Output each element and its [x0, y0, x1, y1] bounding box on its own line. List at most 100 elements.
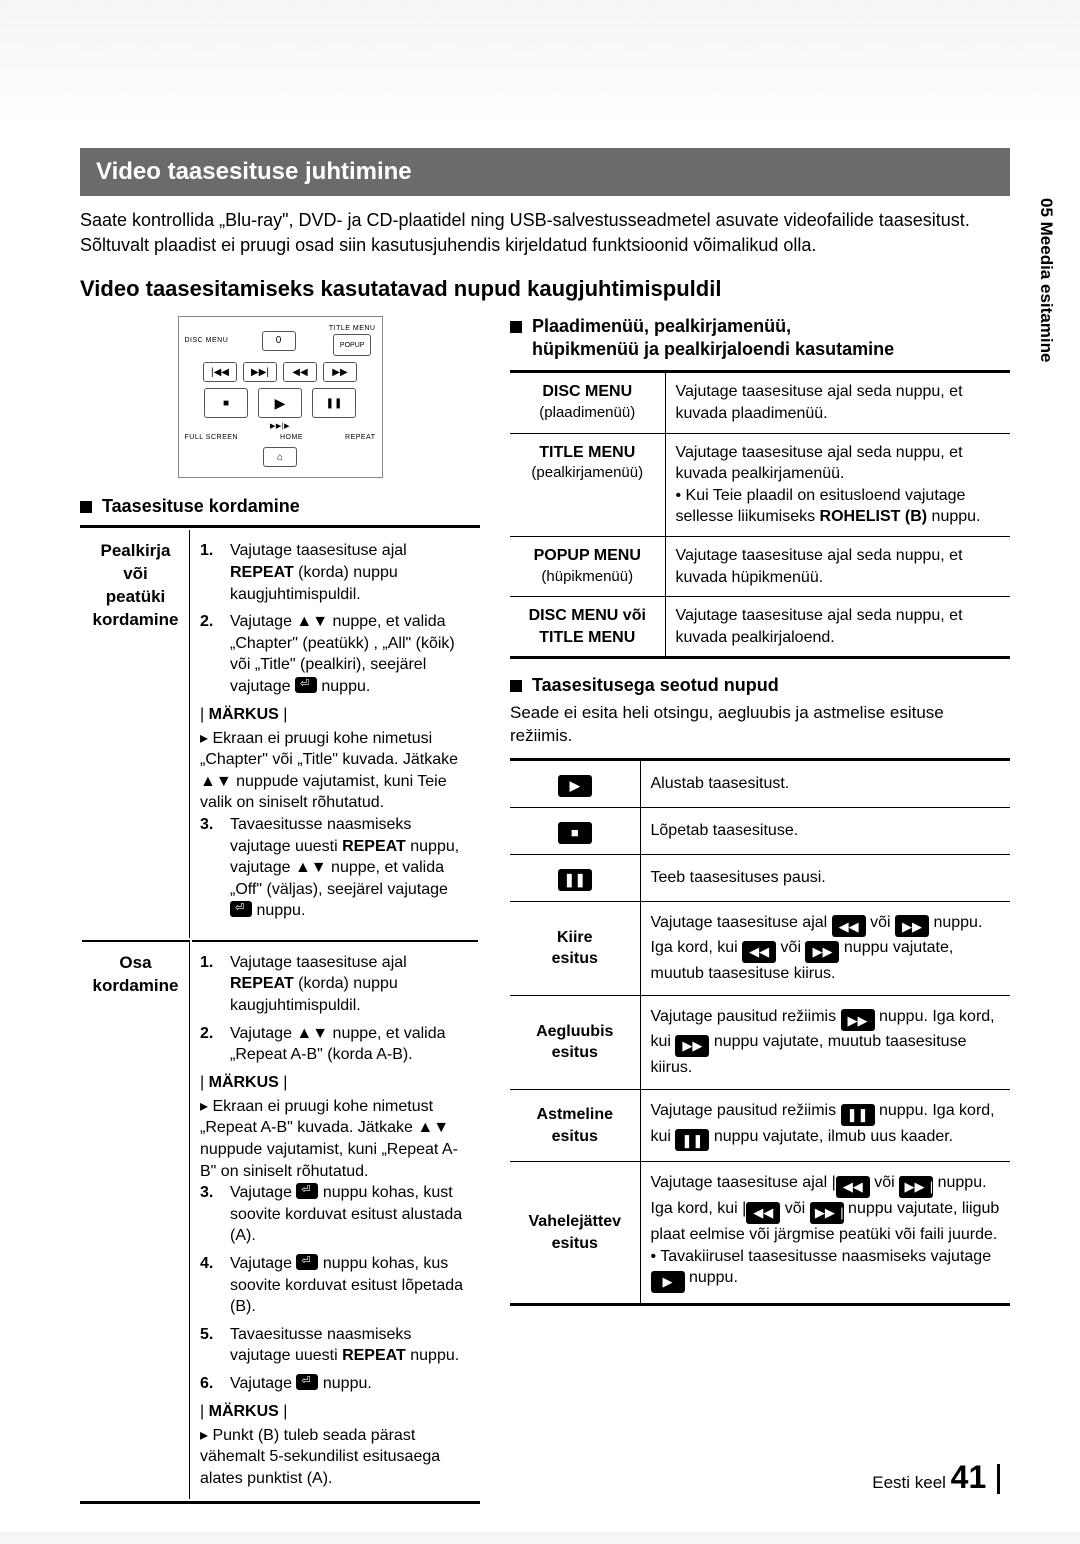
remote-label-home: HOME — [280, 434, 303, 441]
playback-icon: ▶ — [558, 775, 592, 797]
playback-description: Teeb taasesituses pausi. — [640, 854, 1010, 901]
section-title-bar: Video taasesituse juhtimine — [80, 148, 1010, 196]
rew-icon: ◀◀ — [746, 1202, 780, 1224]
menu-label: TITLE MENU(pealkirjamenüü) — [510, 433, 665, 536]
page: Video taasesituse juhtimine Saate kontro… — [0, 0, 1080, 1544]
next-icon: ▶▶| — [899, 1176, 933, 1198]
step-item: 6.Vajutage nuppu. — [200, 1373, 470, 1395]
rew-icon: ◀◀ — [283, 362, 317, 382]
ffw-icon: ▶▶ — [323, 362, 357, 382]
next-icon: ▶▶| — [810, 1202, 844, 1224]
menu-description: Vajutage taasesituse ajal seda nuppu, et… — [665, 536, 1010, 596]
step-item: 2.Vajutage ▲▼ nuppe, et valida „Chapter"… — [200, 611, 470, 697]
pause-icon: ❚❚ — [312, 388, 356, 418]
menu-table: DISC MENU(plaadimenüü)Vajutage taasesitu… — [510, 370, 1010, 659]
menu-label: DISC MENU(plaadimenüü) — [510, 372, 665, 433]
enter-icon — [230, 901, 252, 917]
playback-description: Vajutage taasesituse ajal |◀◀ või ▶▶| nu… — [640, 1162, 1010, 1305]
footer-language: Eesti keel — [872, 1473, 946, 1492]
playback-table: ▶ Alustab taasesitust. ■ Lõpetab taasesitus… — [510, 758, 1010, 1306]
rew-icon: ◀◀ — [832, 915, 866, 937]
playback-description: Vajutage pausitud režiimis ❚❚ nuppu. Iga… — [640, 1089, 1010, 1162]
playback-label: Aegluubisesitus — [510, 995, 640, 1089]
ffw-icon: ▶▶ — [810, 1202, 841, 1224]
note-heading: MÄRKUS — [200, 1403, 470, 1421]
note-item: Ekraan ei pruugi kohe nimetust „Repeat A… — [200, 1096, 470, 1182]
remote-illustration: DISC MENU 0 TITLE MENU POPUP |◀◀ ▶▶| ◀◀ … — [178, 316, 383, 478]
repeat-heading: Taasesituse kordamine — [80, 496, 480, 517]
remote-audio-label: ▶▶|▶ — [185, 422, 376, 430]
note-item: Punkt (B) tuleb seada pärast vähemalt 5-… — [200, 1425, 470, 1490]
right-column: Plaadimenüü, pealkirjamenüü, hüpikmenüü … — [510, 316, 1010, 1306]
step-item: 3.Tavaesitusse naasmiseks vajutage uuest… — [200, 814, 470, 922]
ffw-icon: ▶▶ — [895, 915, 929, 937]
menu-use-heading-1: Plaadimenüü, pealkirjamenüü, — [510, 316, 1010, 337]
menu-description: Vajutage taasesituse ajal seda nuppu, et… — [665, 597, 1010, 658]
repeat-table: Pealkirja võipeatükikordamine1.Vajutage … — [80, 525, 480, 1504]
playback-description: Lõpetab taasesituse. — [640, 807, 1010, 854]
repeat-row-label: Osakordamine — [82, 940, 190, 1499]
playback-description: Vajutage taasesituse ajal ◀◀ või ▶▶ nupp… — [640, 901, 1010, 995]
prev-icon: |◀◀ — [203, 362, 237, 382]
playback-label: Vahelejättevesitus — [510, 1162, 640, 1305]
intro-text: Saate kontrollida „Blu-ray", DVD- ja CD-… — [80, 208, 1010, 258]
menu-label: DISC MENU või TITLE MENU — [510, 597, 665, 658]
playback-label: Kiireesitus — [510, 901, 640, 995]
stop-icon: ■ — [204, 388, 248, 418]
step-item: 5.Tavaesitusse naasmiseks vajutage uuest… — [200, 1324, 470, 1367]
remote-label-repeat: REPEAT — [345, 434, 376, 441]
page-footer: Eesti keel 41 — [872, 1459, 1000, 1496]
playback-icon: ❚❚ — [558, 869, 592, 891]
ffw-icon: ▶▶ — [675, 1035, 709, 1057]
menu-use-heading-2: hüpikmenüü ja pealkirjaloendi kasutamine — [510, 339, 1010, 360]
playback-label: ▶ — [510, 760, 640, 808]
repeat-row-content: 1.Vajutage taasesituse ajal REPEAT (kord… — [192, 530, 478, 938]
footer-bar-icon — [997, 1464, 1000, 1494]
playback-icon: ■ — [558, 822, 592, 844]
note-heading: MÄRKUS — [200, 706, 470, 724]
playback-related-note: Seade ei esita heli otsingu, aegluubis j… — [510, 702, 1010, 748]
enter-icon — [296, 1374, 318, 1390]
ffw-icon: ▶▶ — [841, 1009, 875, 1031]
menu-description: Vajutage taasesituse ajal seda nuppu, et… — [665, 433, 1010, 536]
menu-description: Vajutage taasesituse ajal seda nuppu, et… — [665, 372, 1010, 433]
remote-label-title: TITLE MENU — [329, 325, 376, 332]
note-heading: MÄRKUS — [200, 1074, 470, 1092]
remote-label-disc: DISC MENU — [185, 337, 229, 344]
play-icon: ▶ — [651, 1271, 685, 1293]
step-item: 2.Vajutage ▲▼ nuppe, et valida „Repeat A… — [200, 1023, 470, 1066]
pause-icon: ❚❚ — [841, 1104, 875, 1126]
playback-description: Vajutage pausitud režiimis ▶▶ nuppu. Iga… — [640, 995, 1010, 1089]
home-icon: ⌂ — [263, 447, 297, 467]
popup-button: POPUP — [333, 334, 371, 356]
footer-page-number: 41 — [951, 1459, 987, 1495]
note-item: Ekraan ei pruugi kohe nimetusi „Chapter"… — [200, 728, 470, 814]
step-item: 1.Vajutage taasesituse ajal REPEAT (kord… — [200, 540, 470, 605]
side-tab: 05 Meedia esitamine — [1036, 198, 1056, 362]
repeat-row-label: Pealkirja võipeatükikordamine — [82, 530, 190, 938]
enter-icon — [295, 677, 317, 693]
zero-button: 0 — [262, 331, 296, 351]
subheading: Video taasesitamiseks kasutatavad nupud … — [80, 276, 1010, 302]
remote-label-full: FULL SCREEN — [185, 434, 238, 441]
rew-icon: ◀◀ — [836, 1176, 870, 1198]
pause-icon: ❚❚ — [675, 1129, 709, 1151]
repeat-row-content: 1.Vajutage taasesituse ajal REPEAT (kord… — [192, 940, 478, 1499]
playback-label: ■ — [510, 807, 640, 854]
left-column: DISC MENU 0 TITLE MENU POPUP |◀◀ ▶▶| ◀◀ … — [80, 316, 480, 1504]
step-item: 3.Vajutage nuppu kohas, kust soovite kor… — [200, 1182, 470, 1247]
enter-icon — [296, 1254, 318, 1270]
step-item: 4.Vajutage nuppu kohas, kus soovite kord… — [200, 1253, 470, 1318]
columns: DISC MENU 0 TITLE MENU POPUP |◀◀ ▶▶| ◀◀ … — [80, 316, 1010, 1504]
next-icon: ▶▶| — [243, 362, 277, 382]
rew-icon: ◀◀ — [742, 941, 776, 963]
playback-label: ❚❚ — [510, 854, 640, 901]
playback-label: Astmelineesitus — [510, 1089, 640, 1162]
play-icon: ▶ — [258, 388, 302, 418]
playback-description: Alustab taasesitust. — [640, 760, 1010, 808]
ffw-icon: ▶▶ — [899, 1176, 930, 1198]
step-item: 1.Vajutage taasesituse ajal REPEAT (kord… — [200, 952, 470, 1017]
menu-label: POPUP MENU(hüpikmenüü) — [510, 536, 665, 596]
ffw-icon: ▶▶ — [805, 941, 839, 963]
playback-related-heading: Taasesitusega seotud nupud — [510, 675, 1010, 696]
